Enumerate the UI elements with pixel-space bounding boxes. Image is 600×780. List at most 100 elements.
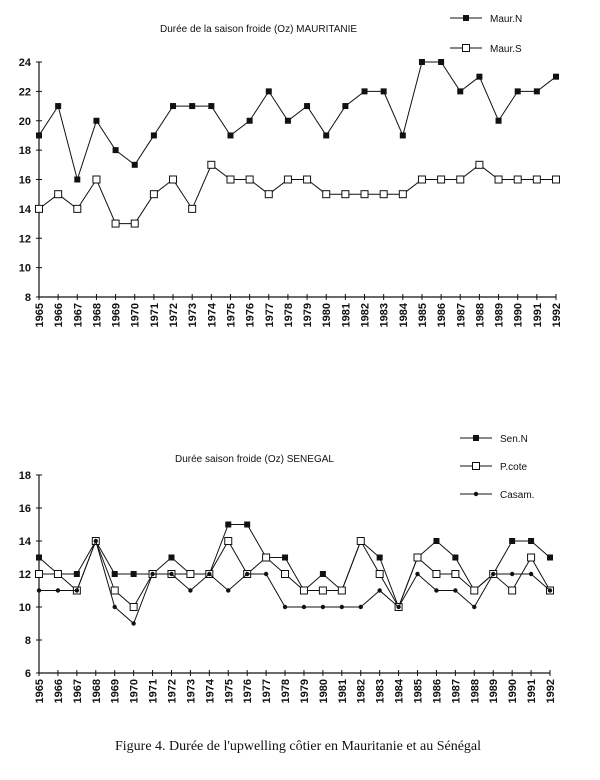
chart1-x-tick-label: 1976 (245, 303, 257, 327)
chart1-Maur.S-point-1970 (130, 219, 139, 228)
chart1-Maur.S-point-1981 (341, 190, 350, 199)
chart2-legend-label: P.cote (500, 462, 527, 473)
chart2-Casam.-point-1966 (55, 588, 61, 593)
chart1-Maur.S-point-1984 (398, 190, 407, 199)
chart2-Sen.N-point-1965 (36, 554, 42, 561)
chart2-Sen.N-point-1976 (244, 521, 251, 528)
chart1-Maur.N-point-1976 (246, 117, 253, 124)
chart1-y-tick-label: 10 (19, 263, 31, 275)
chart1-Maur.N-point-1967 (74, 176, 81, 183)
chart1-legend-label: Maur.S (490, 44, 522, 55)
chart2-legend-marker-Sen.N (473, 435, 479, 441)
chart2-x-tick-label: 1986 (431, 679, 443, 703)
chart1-x-tick-label: 1987 (455, 303, 467, 327)
chart2-y-tick-label: 6 (25, 668, 31, 680)
chart2-x-tick-label: 1965 (34, 679, 46, 703)
chart2-P.cote-point-1977 (262, 553, 271, 562)
chart1-Maur.S-point-1973 (188, 204, 197, 213)
chart1-title: Durée de la saison froide (Oz) MAURITANI… (160, 24, 357, 35)
chart1-x-tick-label: 1980 (321, 303, 333, 327)
chart2-P.cote-point-1985 (413, 553, 422, 562)
chart2-Casam.-point-1967 (74, 588, 80, 593)
chart2-P.cote-point-1969 (110, 586, 119, 595)
chart2-legend-label: Sen.N (500, 434, 528, 445)
chart2-Casam.-point-1979 (301, 604, 307, 610)
chart1-x-tick-label: 1966 (53, 303, 65, 327)
chart1-x-tick-label: 1965 (34, 303, 46, 327)
chart1-Maur.N-point-1969 (112, 147, 119, 154)
chart1-y-tick-label: 12 (19, 233, 31, 245)
chart2-series-Casam.-line (39, 539, 551, 625)
chart2-Casam.-point-1987 (453, 588, 458, 593)
chart1-Maur.S-point-1989 (494, 175, 503, 184)
chart1-Maur.N-point-1988 (476, 73, 483, 80)
chart2-x-tick-label: 1987 (450, 679, 462, 703)
chart2-Casam.-point-1968 (93, 538, 98, 544)
chart1-x-tick-label: 1977 (264, 303, 276, 327)
chart2-Casam.-point-1986 (434, 588, 439, 593)
chart1-Maur.N-point-1990 (514, 88, 521, 95)
chart1-y-tick-label: 18 (19, 145, 31, 157)
chart1-Maur.S-point-1972 (169, 175, 178, 184)
chart2-P.cote-point-1983 (375, 570, 384, 578)
chart2-Sen.N-point-1992 (547, 554, 553, 561)
chart2-Casam.-point-1969 (112, 604, 117, 610)
chart2-Sen.N-point-1975 (225, 521, 232, 528)
chart1-x-tick-label: 1969 (111, 303, 123, 327)
chart1-y-tick-label: 16 (19, 175, 31, 187)
chart2-x-tick-label: 1992 (545, 679, 557, 703)
chart2-x-tick-label: 1966 (53, 679, 65, 703)
chart1-Maur.S-point-1980 (322, 190, 331, 199)
chart2-Casam.-point-1984 (396, 604, 401, 610)
chart1-Maur.S-point-1977 (264, 190, 273, 199)
chart1-Maur.S-point-1986 (437, 175, 446, 184)
chart1-series-Maur.N-line (38, 61, 557, 182)
chart1-Maur.S-point-1965 (35, 204, 43, 213)
chart2-Casam.-point-1971 (150, 571, 155, 577)
chart2-Casam.-point-1990 (509, 571, 515, 577)
chart2-Sen.N-point-1990 (509, 538, 516, 544)
chart2-P.cote-point-1988 (470, 586, 479, 595)
chart2-title: Durée saison froide (Oz) SENEGAL (175, 454, 334, 465)
chart2-P.cote-point-1973 (186, 570, 195, 578)
chart1-y-tick-label: 22 (19, 86, 31, 98)
chart2-Casam.-point-1991 (528, 571, 534, 577)
chart1-x-tick-label: 1970 (130, 303, 142, 327)
chart2-x-tick-label: 1972 (166, 679, 178, 703)
chart1-Maur.N-point-1989 (495, 117, 502, 124)
chart2-x-tick-label: 1978 (280, 679, 292, 703)
chart2-Casam.-point-1985 (415, 571, 420, 577)
chart2-x-tick-label: 1967 (72, 679, 84, 703)
chart1-Maur.S-point-1974 (207, 160, 216, 169)
chart1-x-tick-label: 1992 (551, 303, 563, 327)
chart1-Maur.N-point-1972 (170, 103, 177, 110)
chart2-Casam.-point-1988 (472, 604, 477, 610)
chart2-y-tick-label: 14 (19, 536, 32, 548)
chart2-x-tick-label: 1991 (526, 679, 538, 703)
chart1-x-tick-label: 1974 (206, 302, 218, 327)
chart1-Maur.N-point-1991 (533, 88, 540, 95)
chart2-P.cote-point-1980 (318, 586, 327, 595)
chart1-Maur.N-point-1965 (36, 132, 42, 139)
chart1-Maur.S-point-1983 (379, 190, 388, 199)
chart1-Maur.N-point-1975 (227, 132, 234, 139)
chart2-x-tick-label: 1982 (356, 679, 368, 703)
chart2-Casam.-point-1974 (207, 571, 212, 577)
chart2-x-tick-label: 1976 (242, 679, 254, 703)
chart1-x-tick-label: 1968 (91, 303, 103, 327)
chart2-Casam.-point-1981 (339, 604, 345, 610)
chart1-x-tick-label: 1981 (340, 303, 352, 327)
chart2-Sen.N-point-1980 (319, 571, 326, 577)
chart2-Sen.N-point-1986 (433, 538, 440, 544)
chart1-y-tick-label: 14 (19, 204, 32, 216)
chart1-Maur.N-point-1984 (399, 132, 406, 139)
chart1-Maur.N-point-1968 (93, 117, 100, 124)
chart2-Sen.N-point-1972 (168, 554, 175, 561)
chart2-x-tick-label: 1989 (488, 679, 500, 703)
chart2-x-tick-label: 1977 (261, 679, 273, 703)
chart2-y-tick-label: 12 (19, 569, 31, 581)
chart2-P.cote-point-1981 (337, 586, 346, 595)
chart2-Sen.N-point-1967 (73, 571, 80, 577)
chart2-Casam.-point-1972 (169, 571, 174, 577)
chart1-y-tick-label: 20 (19, 116, 31, 128)
